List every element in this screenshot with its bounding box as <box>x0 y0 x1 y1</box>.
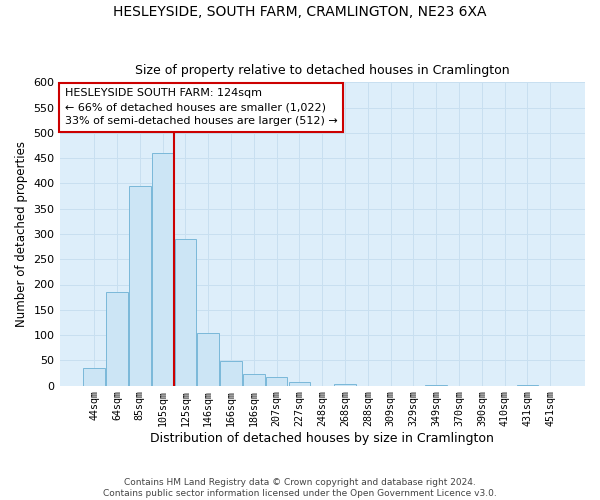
Bar <box>152 153 173 386</box>
Bar <box>266 378 287 386</box>
Title: Size of property relative to detached houses in Cramlington: Size of property relative to detached ho… <box>135 64 509 77</box>
Bar <box>220 362 242 386</box>
Bar <box>425 385 447 386</box>
Bar <box>129 186 151 386</box>
Text: HESLEYSIDE, SOUTH FARM, CRAMLINGTON, NE23 6XA: HESLEYSIDE, SOUTH FARM, CRAMLINGTON, NE2… <box>113 5 487 19</box>
Bar <box>334 384 356 386</box>
Bar <box>289 382 310 386</box>
Bar <box>175 239 196 386</box>
Bar <box>83 368 105 386</box>
Text: Contains HM Land Registry data © Crown copyright and database right 2024.
Contai: Contains HM Land Registry data © Crown c… <box>103 478 497 498</box>
Text: HESLEYSIDE SOUTH FARM: 124sqm
← 66% of detached houses are smaller (1,022)
33% o: HESLEYSIDE SOUTH FARM: 124sqm ← 66% of d… <box>65 88 338 126</box>
Bar <box>243 374 265 386</box>
Y-axis label: Number of detached properties: Number of detached properties <box>15 141 28 327</box>
Bar <box>106 292 128 386</box>
Bar <box>197 332 219 386</box>
X-axis label: Distribution of detached houses by size in Cramlington: Distribution of detached houses by size … <box>151 432 494 445</box>
Bar <box>517 385 538 386</box>
